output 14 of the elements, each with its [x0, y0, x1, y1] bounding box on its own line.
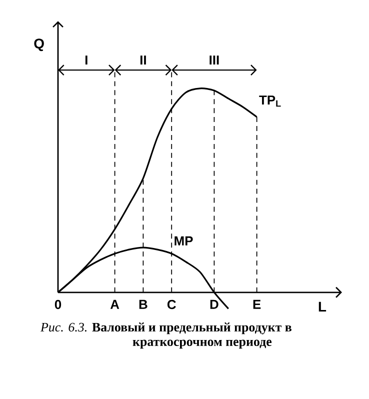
- series-label: TP$_{L}$: [259, 96, 281, 107]
- x-tick-label: C: [167, 300, 176, 310]
- x-tick-label: D: [210, 300, 218, 309]
- text: Рис. 6.3. Валовый и предельный продукт в краткосрочном периоде: [40, 322, 292, 349]
- x-tick-label: 0: [54, 300, 62, 310]
- x-tick-label: B: [139, 300, 148, 309]
- x-tick-label: E: [253, 300, 261, 309]
- text: II: [140, 56, 146, 64]
- text: III: [210, 56, 219, 64]
- text: I: [85, 56, 88, 64]
- series-label: MP: [174, 236, 193, 246]
- y-axis-title: Q: [34, 38, 44, 52]
- x-tick-label: A: [110, 300, 120, 309]
- x-axis-title: L: [318, 302, 326, 312]
